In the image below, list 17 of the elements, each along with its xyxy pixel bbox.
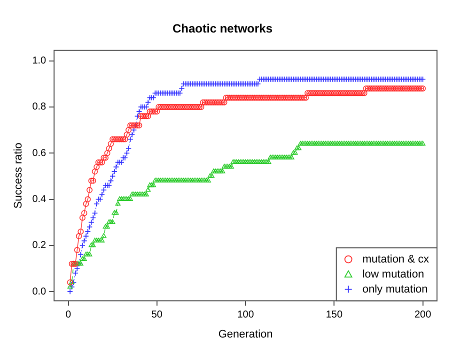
y-tick-label: 0.0	[32, 286, 47, 298]
legend-label: mutation & cx	[362, 253, 430, 266]
y-tick-label: 0.4	[32, 194, 47, 206]
x-tick-label: 100	[237, 310, 254, 321]
x-tick-label: 200	[414, 310, 432, 321]
y-tick-label: 0.2	[32, 240, 47, 252]
legend-label: low mutation	[362, 268, 424, 280]
legend-label: only mutation	[362, 283, 428, 296]
y-axis-title: Success ratio	[12, 142, 25, 209]
x-tick-label: 50	[151, 310, 163, 321]
y-tick-label: 1.0	[32, 56, 47, 67]
y-tick-label: 0.6	[32, 148, 47, 159]
x-axis-title: Generation	[218, 328, 273, 340]
chart-title: Chaotic networks	[172, 22, 273, 36]
x-tick-label: 0	[66, 310, 72, 321]
x-tick-label: 150	[326, 310, 343, 321]
y-tick-label: 0.8	[32, 102, 47, 113]
